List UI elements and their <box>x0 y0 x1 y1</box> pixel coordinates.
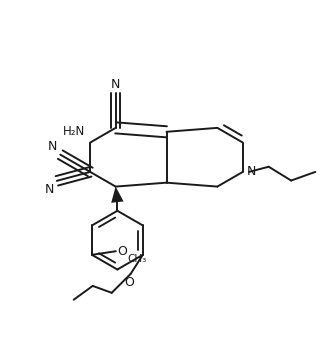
Text: N: N <box>111 77 120 90</box>
Polygon shape <box>111 187 124 203</box>
Text: O: O <box>124 276 134 289</box>
Text: N: N <box>45 183 54 195</box>
Text: N: N <box>48 140 58 153</box>
Text: N: N <box>247 165 256 178</box>
Text: O: O <box>118 245 128 258</box>
Text: H₂N: H₂N <box>63 125 85 139</box>
Text: CH₃: CH₃ <box>127 254 146 264</box>
